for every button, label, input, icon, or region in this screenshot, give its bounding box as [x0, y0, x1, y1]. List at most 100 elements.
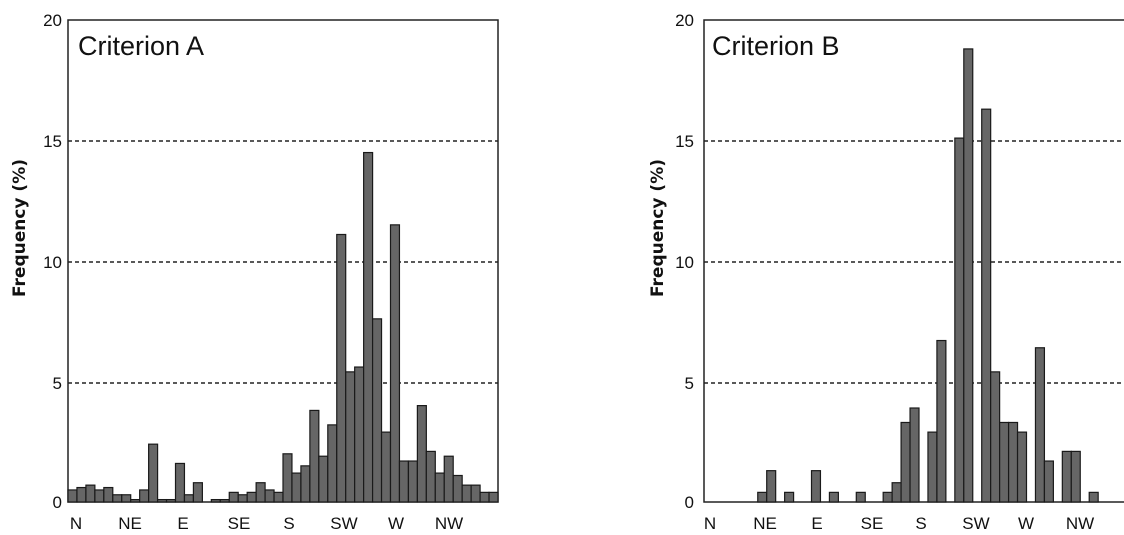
- x-tick-label: S: [915, 514, 926, 533]
- bar: [1070, 450, 1081, 503]
- x-tick-label: W: [1018, 514, 1034, 533]
- y-tick-label: 20: [43, 11, 62, 30]
- bar-series: [757, 48, 1099, 503]
- bar: [130, 498, 141, 503]
- bar: [1016, 431, 1028, 503]
- bar: [398, 460, 410, 503]
- bar: [1034, 347, 1046, 503]
- bar: [94, 489, 105, 503]
- chart-panel-criterion-a: Criterion A Frequency (%) 0 5 10 15 20 N…: [10, 11, 499, 533]
- bar: [784, 491, 795, 503]
- x-tick-label: NE: [753, 514, 777, 533]
- bar: [855, 491, 866, 503]
- y-tick-label: 5: [53, 374, 62, 393]
- y-tick-label: 0: [685, 493, 694, 512]
- chart-title: Criterion B: [712, 31, 840, 61]
- bar: [273, 491, 284, 503]
- y-tick-label: 0: [53, 493, 62, 512]
- x-tick-label: SW: [962, 514, 989, 533]
- x-tick-label: NW: [435, 514, 463, 533]
- bar: [757, 491, 768, 503]
- x-tick-label: SW: [330, 514, 357, 533]
- x-tick-label: SE: [228, 514, 251, 533]
- bar: [148, 443, 159, 503]
- bar: [165, 498, 177, 503]
- bar: [246, 491, 257, 503]
- bar: [228, 491, 239, 503]
- bar: [327, 424, 338, 503]
- bar: [981, 108, 992, 503]
- x-tick-label: N: [704, 514, 716, 533]
- bar: [470, 484, 481, 503]
- bar: [156, 498, 168, 503]
- bar: [425, 450, 436, 503]
- bar: [810, 470, 822, 503]
- bar: [354, 366, 365, 503]
- bar: [264, 489, 275, 503]
- x-tick-label: SE: [861, 514, 884, 533]
- bar: [407, 460, 418, 503]
- bar: [255, 482, 266, 503]
- bar: [828, 491, 839, 503]
- bar: [67, 489, 78, 503]
- bar: [999, 421, 1010, 503]
- bar: [461, 484, 472, 503]
- bar: [1007, 421, 1019, 503]
- y-tick-label: 10: [43, 253, 62, 272]
- y-tick-label: 10: [675, 253, 694, 272]
- bar: [1043, 460, 1054, 503]
- bar: [291, 472, 302, 503]
- bar: [237, 494, 248, 503]
- bar: [174, 462, 186, 503]
- bar: [380, 431, 392, 503]
- y-axis-label: Frequency (%): [648, 159, 668, 297]
- bar: [963, 48, 974, 503]
- bar: [318, 455, 329, 503]
- x-tick-label: E: [177, 514, 188, 533]
- y-tick-label: 20: [675, 11, 694, 30]
- bar: [336, 233, 347, 503]
- bar: [371, 318, 383, 503]
- bar: [363, 151, 374, 503]
- x-tick-label: N: [70, 514, 82, 533]
- bar: [139, 489, 150, 503]
- bar: [112, 494, 123, 503]
- bar: [936, 339, 947, 503]
- chart-panel-criterion-b: Criterion B Frequency (%) 0 5 10 15 20 N…: [648, 11, 1124, 533]
- bar: [909, 407, 920, 503]
- bar: [954, 137, 965, 503]
- x-tick-labels: N NE E SE S SW W NW: [70, 514, 463, 533]
- x-tick-labels: N NE E SE S SW W NW: [704, 514, 1094, 533]
- bar: [85, 484, 96, 503]
- y-tick-label: 5: [685, 374, 694, 393]
- bar: [990, 371, 1001, 503]
- x-tick-label: NE: [118, 514, 142, 533]
- bar: [1061, 450, 1072, 503]
- bar: [882, 491, 893, 503]
- chart-title: Criterion A: [78, 31, 204, 61]
- bar: [416, 405, 427, 503]
- x-tick-label: E: [811, 514, 822, 533]
- bar: [345, 371, 356, 503]
- bar: [389, 224, 401, 503]
- bar: [300, 465, 311, 503]
- bar-series: [67, 151, 499, 503]
- y-tick-label: 15: [675, 132, 694, 151]
- y-tick-labels: 0 5 10 15 20: [43, 11, 62, 512]
- bar: [443, 455, 454, 503]
- bar: [927, 431, 938, 503]
- plot-frame: [67, 19, 499, 503]
- x-tick-label: NW: [1066, 514, 1094, 533]
- bar: [900, 421, 911, 503]
- bar: [210, 498, 221, 503]
- bar: [121, 494, 132, 503]
- bar: [452, 474, 463, 503]
- bar: [479, 491, 490, 503]
- bar: [103, 486, 114, 503]
- bar: [766, 470, 777, 503]
- bar: [183, 494, 195, 503]
- y-axis-label: Frequency (%): [10, 159, 30, 297]
- bar: [1088, 491, 1099, 503]
- bar: [192, 482, 203, 503]
